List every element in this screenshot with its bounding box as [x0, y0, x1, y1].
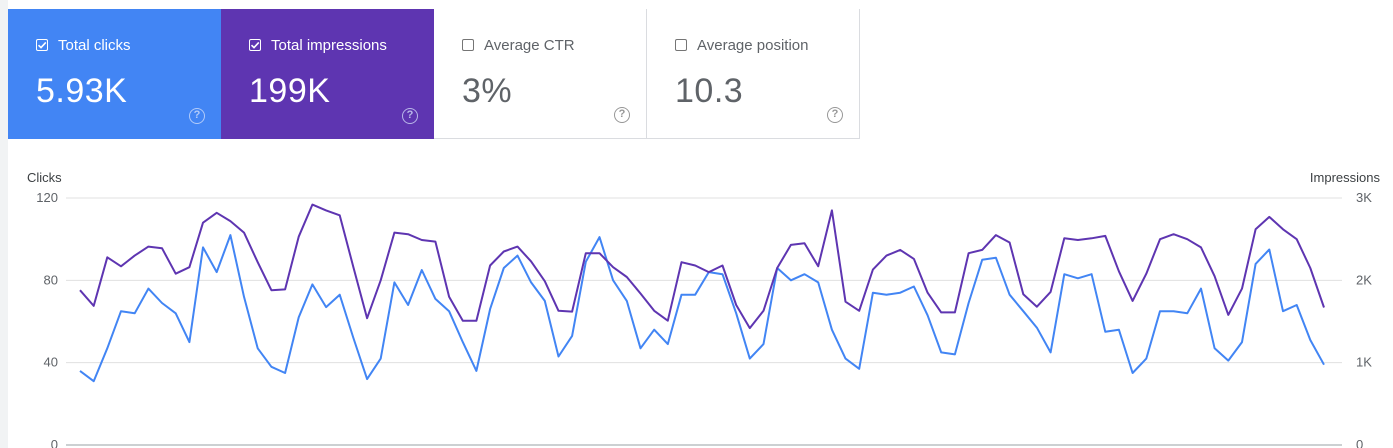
impressions-series-line — [79, 203, 1325, 330]
average-position-value: 10.3 — [675, 72, 744, 110]
checkbox-unchecked-icon[interactable] — [675, 39, 687, 51]
right-axis-title: Impressions — [1309, 170, 1380, 185]
right-tick-label: 1K — [1356, 355, 1372, 370]
right-tick-label: 0 — [1356, 437, 1363, 448]
checkbox-checked-icon[interactable] — [36, 39, 48, 51]
metric-cards: Total clicks 5.93K ? Total impressions 1… — [8, 9, 860, 139]
total-impressions-card[interactable]: Total impressions 199K ? — [221, 9, 434, 139]
checkbox-checked-icon[interactable] — [249, 39, 261, 51]
total-clicks-label: Total clicks — [58, 37, 131, 54]
average-position-card[interactable]: Average position 10.3 ? — [647, 9, 860, 139]
help-icon[interactable]: ? — [402, 108, 418, 124]
checkbox-unchecked-icon[interactable] — [462, 39, 474, 51]
help-icon[interactable]: ? — [827, 107, 843, 123]
clicks-series-line — [79, 234, 1325, 383]
left-axis-title: Clicks — [27, 170, 62, 185]
average-ctr-value: 3% — [462, 72, 513, 110]
help-icon[interactable]: ? — [189, 108, 205, 124]
left-tick-label: 120 — [36, 190, 58, 205]
right-tick-label: 2K — [1356, 272, 1372, 287]
total-clicks-value: 5.93K — [36, 72, 128, 110]
left-tick-label: 0 — [51, 437, 58, 448]
right-tick-label: 3K — [1356, 190, 1372, 205]
help-icon[interactable]: ? — [614, 107, 630, 123]
total-clicks-card[interactable]: Total clicks 5.93K ? — [8, 9, 221, 139]
average-position-label: Average position — [697, 37, 809, 54]
average-ctr-card[interactable]: Average CTR 3% ? — [434, 9, 647, 139]
average-ctr-label: Average CTR — [484, 37, 575, 54]
left-tick-label: 80 — [44, 272, 58, 287]
total-impressions-value: 199K — [249, 72, 331, 110]
total-impressions-label: Total impressions — [271, 37, 387, 54]
left-tick-label: 40 — [44, 355, 58, 370]
